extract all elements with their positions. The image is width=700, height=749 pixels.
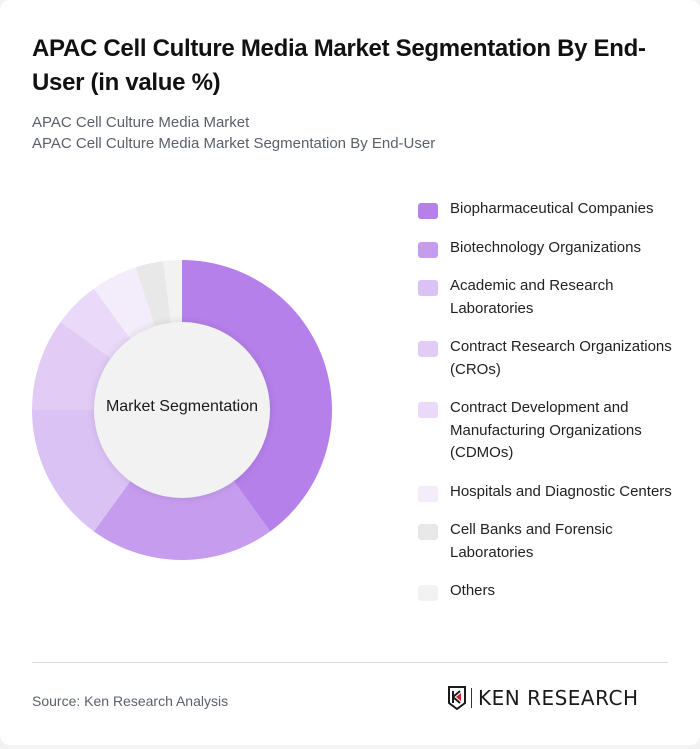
legend-label: Contract Development and Manufacturing O… [450,399,642,461]
legend-item[interactable]: Biopharmaceutical Companies [418,198,678,221]
center-label: Market Segmentation [105,398,259,415]
divider [32,662,668,663]
legend-swatch [418,241,438,258]
legend-swatch [418,280,438,296]
legend-label: Cell Banks and Forensic Laboratories [450,521,613,561]
donut-svg [32,260,332,560]
logo-text: KEN RESEARCH [478,686,639,710]
subtitle-market: APAC Cell Culture Media Market [32,114,250,131]
legend-item[interactable]: Contract Research Organizations (CROs) [418,336,678,381]
legend-item[interactable]: Cell Banks and Forensic Laboratories [418,519,678,564]
legend-label: Contract Research Organizations (CROs) [450,338,672,378]
legend-swatch [418,585,438,601]
legend-item[interactable]: Contract Development and Manufacturing O… [418,397,678,465]
legend-label: Academic and Research Laboratories [450,277,614,317]
ken-logo-icon [448,686,466,710]
subtitle: APAC Cell Culture Media Market APAC Cell… [32,112,435,154]
legend-item[interactable]: Academic and Research Laboratories [418,275,678,320]
legend-swatch [418,524,438,540]
legend-label: Others [450,582,496,599]
logo-separator [471,688,472,708]
legend-swatch [418,203,438,219]
legend-label: Biopharmaceutical Companies [450,200,654,217]
legend-swatch [418,402,438,418]
legend: Biopharmaceutical Companies Biotechnology… [418,198,678,603]
page-title: APAC Cell Culture Media Market Segmentat… [32,35,646,96]
legend-item[interactable]: Biotechnology Organizations [418,237,678,260]
source-text: Source: Ken Research Analysis [32,693,229,709]
legend-swatch [418,485,438,502]
ken-research-logo: KEN RESEARCH [447,686,639,710]
legend-swatch [418,341,438,357]
subtitle-segmentation: APAC Cell Culture Media Market Segmentat… [32,135,436,152]
donut-chart: Market Segmentation [30,258,334,562]
legend-item[interactable]: Others [418,580,678,603]
donut-center [94,322,270,498]
legend-label: Hospitals and Diagnostic Centers [450,482,672,500]
legend-label: Biotechnology Organizations [450,238,641,256]
legend-item[interactable]: Hospitals and Diagnostic Centers [418,481,678,504]
